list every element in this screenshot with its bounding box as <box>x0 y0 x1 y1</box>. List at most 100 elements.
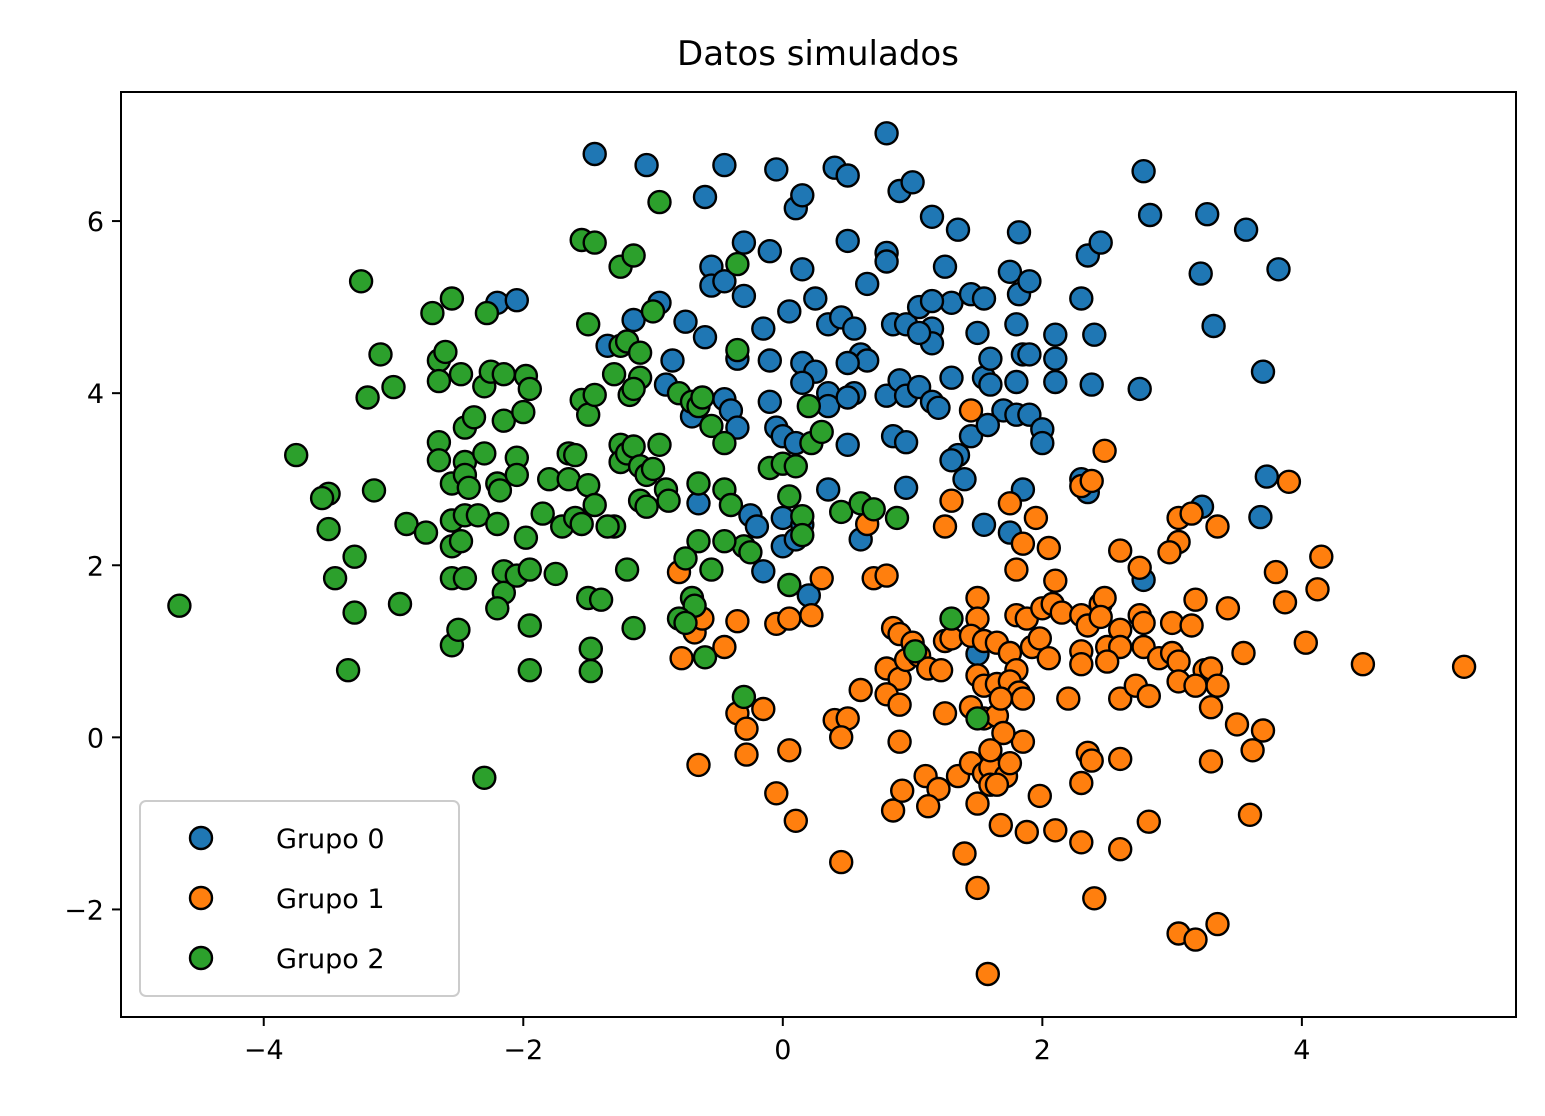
data-point <box>900 170 925 195</box>
data-point <box>576 312 601 337</box>
data-point <box>1451 654 1477 679</box>
x-tick-label: 0 <box>774 1035 791 1066</box>
data-point <box>958 398 984 423</box>
data-point <box>874 563 899 588</box>
data-point <box>835 350 860 376</box>
data-point <box>530 501 555 526</box>
data-point <box>1237 802 1263 827</box>
data-point <box>517 376 542 402</box>
data-point <box>517 557 542 582</box>
data-point <box>916 794 941 819</box>
data-point <box>816 477 841 502</box>
data-point <box>861 497 886 522</box>
data-point <box>1231 640 1256 666</box>
data-point <box>874 249 899 274</box>
data-point <box>939 606 964 631</box>
data-point <box>1272 590 1298 615</box>
data-point <box>1266 257 1291 282</box>
data-point <box>673 610 698 636</box>
data-point <box>1305 577 1330 602</box>
data-point <box>1137 202 1163 228</box>
data-point <box>1079 372 1104 397</box>
data-point <box>965 875 990 901</box>
data-point <box>809 566 834 591</box>
data-point <box>563 442 588 468</box>
data-point <box>1030 430 1055 456</box>
data-point <box>1198 749 1224 774</box>
data-point <box>932 254 958 279</box>
data-point <box>640 456 666 482</box>
data-point <box>975 961 1000 987</box>
data-point <box>1198 695 1224 720</box>
data-point <box>309 485 335 511</box>
data-point <box>448 362 474 387</box>
data-point <box>1194 201 1220 227</box>
legend-marker <box>188 885 214 911</box>
data-point <box>835 385 860 410</box>
data-point <box>686 471 711 496</box>
data-point <box>988 686 1013 711</box>
data-point <box>1136 683 1162 709</box>
data-point <box>485 511 510 537</box>
data-point <box>725 251 750 277</box>
data-point <box>673 309 698 334</box>
data-point <box>1088 230 1113 255</box>
data-point <box>614 557 640 582</box>
data-point <box>673 546 698 571</box>
x-tick-label: 4 <box>1293 1035 1310 1066</box>
data-point <box>1276 469 1302 494</box>
legend-label: Grupo 2 <box>276 944 385 975</box>
data-point <box>582 492 607 518</box>
legend-label: Grupo 0 <box>276 824 385 855</box>
data-point <box>452 566 478 591</box>
data-point <box>874 121 899 146</box>
data-point <box>634 494 659 519</box>
data-point <box>1017 269 1042 294</box>
data-point <box>485 596 510 621</box>
data-point <box>751 316 776 341</box>
data-point <box>887 692 912 717</box>
plot-frame <box>120 91 1517 1018</box>
data-point <box>893 430 919 455</box>
data-point <box>1107 746 1133 772</box>
data-point <box>669 646 694 671</box>
data-point <box>952 841 977 866</box>
data-point <box>1263 559 1289 585</box>
data-point <box>426 448 452 473</box>
data-point <box>686 529 711 554</box>
data-point <box>699 557 724 582</box>
data-point <box>1293 630 1319 655</box>
data-point <box>1201 313 1226 339</box>
data-point <box>744 514 770 539</box>
data-point <box>1036 646 1062 671</box>
data-point <box>578 658 603 684</box>
data-point <box>569 511 594 537</box>
y-tick-label: 2 <box>87 551 104 582</box>
data-point <box>456 475 481 500</box>
data-point <box>420 300 445 326</box>
data-point <box>316 516 341 542</box>
data-point <box>368 342 393 367</box>
data-point <box>1188 261 1213 286</box>
data-point <box>474 300 500 326</box>
data-point <box>790 370 815 395</box>
data-point <box>1027 783 1053 809</box>
data-point <box>718 492 744 518</box>
data-point <box>978 346 1003 371</box>
data-point <box>965 320 990 346</box>
data-point <box>919 204 945 230</box>
data-point <box>692 645 718 670</box>
data-point <box>1205 514 1230 539</box>
data-point <box>893 475 919 500</box>
points-layer <box>167 121 1477 987</box>
data-point <box>1250 718 1276 743</box>
data-point <box>511 399 536 425</box>
data-point <box>1082 886 1107 911</box>
data-point <box>1004 312 1029 337</box>
x-tick-label: −2 <box>503 1035 543 1066</box>
data-point <box>1004 369 1029 395</box>
data-point <box>945 217 971 242</box>
legend-marker <box>188 825 214 851</box>
data-point <box>621 615 646 641</box>
data-point <box>777 484 802 509</box>
